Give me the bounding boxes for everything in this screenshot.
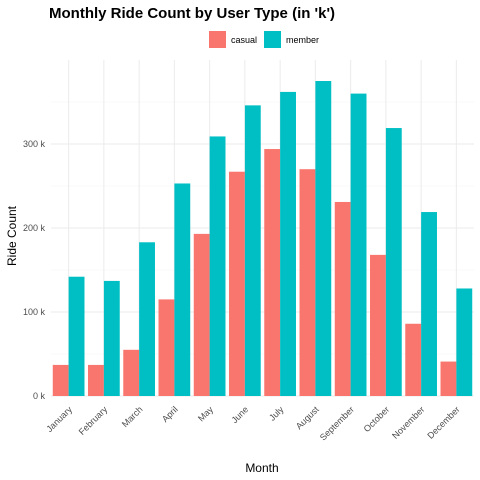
y-tick-label: 0 k bbox=[33, 391, 46, 401]
bar-member-april bbox=[174, 183, 191, 396]
y-axis-label: Ride Count bbox=[5, 205, 19, 266]
bar-member-may bbox=[209, 136, 226, 396]
bar-casual-october bbox=[370, 254, 386, 396]
bar-member-june bbox=[244, 105, 261, 397]
legend-label-casual: casual bbox=[231, 35, 257, 45]
legend-key-casual bbox=[209, 31, 226, 48]
bar-member-february bbox=[103, 280, 120, 396]
bar-member-december bbox=[456, 288, 473, 396]
x-tick-label: November bbox=[390, 404, 426, 440]
bar-member-january bbox=[68, 276, 85, 396]
bar-casual-july bbox=[264, 149, 281, 396]
bar-casual-december bbox=[440, 361, 457, 396]
bar-member-november bbox=[421, 212, 437, 396]
x-tick-label: January bbox=[44, 404, 74, 434]
bars bbox=[52, 81, 473, 397]
bar-casual-august bbox=[299, 169, 316, 396]
y-tick-label: 300 k bbox=[23, 139, 46, 149]
y-axis-ticks: 0 k 100 k 200 k 300 k bbox=[23, 139, 46, 401]
x-tick-label: May bbox=[196, 404, 215, 423]
bar-member-august bbox=[315, 81, 332, 396]
x-tick-label: September bbox=[318, 404, 356, 442]
legend-key-member bbox=[264, 31, 281, 48]
bar-member-october bbox=[385, 128, 402, 397]
legend-label-member: member bbox=[286, 35, 319, 45]
bar-casual-november bbox=[405, 323, 422, 396]
y-tick-label: 200 k bbox=[23, 223, 46, 233]
grid bbox=[51, 60, 474, 397]
bar-casual-september bbox=[334, 201, 351, 396]
x-tick-label: July bbox=[267, 404, 286, 423]
x-tick-label: December bbox=[425, 404, 461, 440]
x-axis-label: Month bbox=[245, 461, 278, 475]
x-tick-label: October bbox=[362, 404, 392, 434]
x-tick-label: March bbox=[120, 404, 145, 429]
x-tick-label: February bbox=[77, 404, 110, 437]
bar-member-september bbox=[350, 93, 367, 396]
bar-casual-may bbox=[193, 233, 210, 396]
bar-casual-february bbox=[88, 364, 104, 396]
bar-member-march bbox=[139, 242, 155, 396]
bar-member-july bbox=[280, 91, 296, 397]
bar-casual-june bbox=[229, 171, 245, 396]
x-tick-label: April bbox=[160, 404, 180, 424]
chart-title: Monthly Ride Count by User Type (in 'k') bbox=[49, 5, 335, 22]
x-axis-ticks: January February March April May June July Augu… bbox=[44, 404, 461, 443]
bar-casual-march bbox=[123, 349, 140, 396]
x-tick-label: August bbox=[294, 404, 321, 431]
bar-casual-april bbox=[158, 299, 175, 396]
legend: casual member bbox=[209, 31, 319, 48]
y-tick-label: 100 k bbox=[23, 307, 46, 317]
x-tick-label: June bbox=[229, 404, 250, 425]
bar-casual-january bbox=[52, 364, 69, 396]
